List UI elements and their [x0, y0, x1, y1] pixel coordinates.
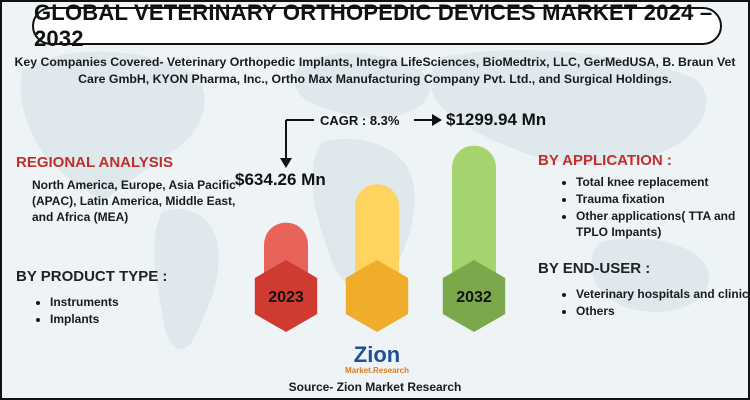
- value-label-2032: $1299.94 Mn: [446, 110, 547, 129]
- value-label-2023: $634.26 Mn: [235, 170, 326, 189]
- year-label-2023: 2023: [268, 289, 304, 306]
- svg-text:Market.Research: Market.Research: [345, 366, 409, 375]
- page-title: GLOBAL VETERINARY ORTHOPEDIC DEVICES MAR…: [34, 0, 713, 51]
- zion-logo: Zion Market.Research: [345, 342, 409, 375]
- year-label-2032: 2032: [456, 289, 492, 306]
- list-item: Total knee replacement: [576, 174, 748, 190]
- regional-analysis-title: REGIONAL ANALYSIS: [16, 154, 173, 171]
- list-item: Others: [576, 303, 748, 319]
- application-title: BY APPLICATION :: [538, 152, 672, 169]
- bar-hexagon-2032: [442, 260, 506, 332]
- application-list: Total knee replacement Trauma fixation O…: [558, 174, 748, 241]
- regional-analysis-text: North America, Europe, Asia Pacific (APA…: [32, 178, 236, 224]
- cagr-label: CAGR : 8.3%: [320, 113, 400, 128]
- list-item: Implants: [50, 311, 230, 327]
- product-type-title: BY PRODUCT TYPE :: [16, 268, 168, 285]
- key-companies-text: Key Companies Covered- Veterinary Orthop…: [14, 55, 736, 86]
- end-user-title: BY END-USER :: [538, 260, 651, 277]
- svg-text:Zion: Zion: [354, 342, 400, 367]
- title-banner: GLOBAL VETERINARY ORTHOPEDIC DEVICES MAR…: [32, 2, 722, 51]
- bar-hexagon-mid: [345, 260, 409, 332]
- cagr-bracket-line: [285, 119, 314, 160]
- list-item: Other applications( TTA and TPLO Impants…: [576, 208, 748, 240]
- end-user-list: Veterinary hospitals and clinic Others: [558, 286, 748, 320]
- arrow-down-icon: [280, 158, 292, 168]
- list-item: Trauma fixation: [576, 191, 748, 207]
- list-item: Instruments: [50, 294, 230, 310]
- product-type-list: Instruments Implants: [32, 294, 230, 328]
- source-text: Source- Zion Market Research: [288, 380, 462, 394]
- arrow-right-icon: [432, 114, 442, 126]
- list-item: Veterinary hospitals and clinic: [576, 286, 748, 302]
- bar-2032: [452, 145, 496, 296]
- bar-hexagon-2023: [254, 260, 318, 332]
